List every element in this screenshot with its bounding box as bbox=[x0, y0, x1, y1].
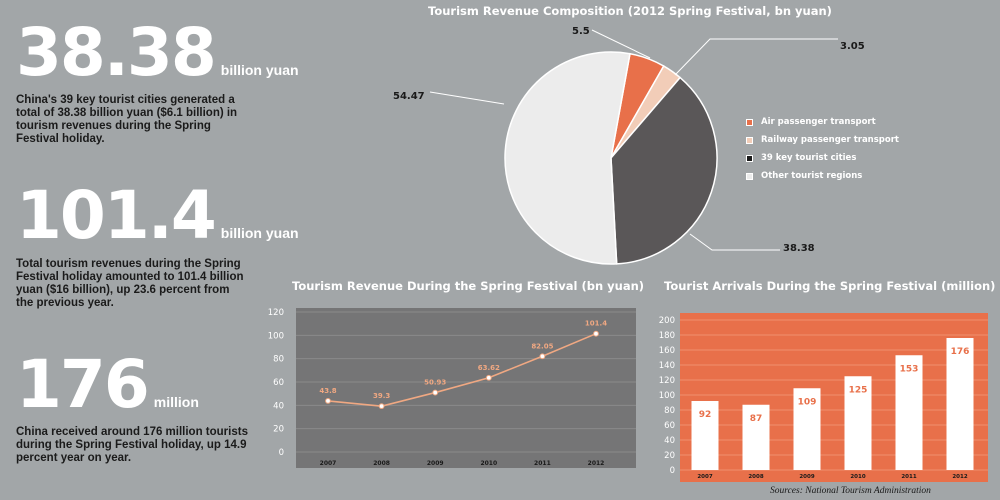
bar-x-tick-label: 2008 bbox=[748, 474, 763, 480]
line-series bbox=[327, 332, 597, 407]
bar-data-label: 176 bbox=[951, 347, 970, 357]
bar-y-tick-label: 200 bbox=[659, 316, 675, 326]
line-y-tick-label: 60 bbox=[273, 378, 284, 388]
line-point bbox=[432, 389, 439, 396]
line-point bbox=[539, 353, 546, 360]
bar bbox=[742, 404, 770, 470]
stat-description: China received around 176 million touris… bbox=[16, 426, 248, 464]
stat-unit: million bbox=[153, 394, 199, 410]
bar-y-tick-label: 60 bbox=[664, 421, 675, 431]
legend-label: Railway passenger transport bbox=[761, 135, 899, 145]
line-data-label: 82.05 bbox=[531, 342, 553, 350]
line-x-tick-label: 2011 bbox=[534, 460, 551, 467]
bar bbox=[793, 388, 821, 470]
legend-swatch-cities bbox=[746, 154, 753, 162]
stat-value: 101.4 bbox=[16, 177, 217, 254]
bar bbox=[895, 355, 923, 470]
bar-x-tick-label: 2010 bbox=[850, 474, 865, 480]
line-y-tick-label: 20 bbox=[273, 425, 284, 435]
line-panel bbox=[296, 308, 636, 468]
line-chart-title: Tourism Revenue During the Spring Festiv… bbox=[292, 279, 645, 293]
stat-block-tourist-arrivals: 176 million China received around 176 mil… bbox=[16, 350, 248, 465]
line-x-tick-label: 2007 bbox=[320, 460, 337, 467]
bar-y-tick-label: 120 bbox=[659, 376, 675, 386]
pie-chart-title: Tourism Revenue Composition (2012 Spring… bbox=[428, 4, 832, 18]
line-x-tick-label: 2008 bbox=[373, 460, 390, 467]
line-data-label: 101.4 bbox=[585, 320, 607, 328]
stat-description: Total tourism revenues during the Spring… bbox=[16, 258, 244, 309]
line-y-tick-label: 40 bbox=[273, 401, 284, 411]
pie-slice-cities bbox=[610, 76, 718, 265]
bar-y-tick-label: 20 bbox=[664, 451, 675, 461]
stat-unit: billion yuan bbox=[220, 62, 299, 78]
line-point bbox=[378, 403, 385, 410]
stat-block-city-revenue: 38.38 billion yuan China's 39 key tourist… bbox=[16, 18, 299, 146]
stat-block-total-revenue: 101.4 billion yuan Total tourism revenues… bbox=[16, 180, 299, 310]
bar-y-tick-label: 160 bbox=[659, 346, 675, 356]
legend-swatch-railway bbox=[746, 136, 753, 144]
stat-value: 38.38 bbox=[16, 14, 217, 91]
line-y-tick-label: 80 bbox=[273, 355, 284, 365]
bar-x-tick-label: 2007 bbox=[697, 474, 712, 480]
line-x-tick-label: 2009 bbox=[427, 460, 444, 467]
stat-value: 176 bbox=[16, 346, 150, 423]
bar bbox=[691, 401, 719, 470]
line-data-label: 39.3 bbox=[373, 392, 390, 400]
bar bbox=[946, 338, 974, 470]
line-y-tick-label: 100 bbox=[268, 331, 284, 341]
line-point bbox=[485, 374, 492, 381]
bar-y-tick-label: 80 bbox=[664, 406, 675, 416]
legend-item: Air passenger transport bbox=[746, 113, 899, 131]
pie-label: 38.38 bbox=[783, 243, 815, 254]
pie-slice-other bbox=[504, 51, 631, 265]
bar-data-label: 92 bbox=[699, 410, 712, 420]
legend-item: Railway passenger transport bbox=[746, 131, 899, 149]
bar-y-tick-label: 40 bbox=[664, 436, 675, 446]
pie-leader-railway bbox=[674, 38, 838, 76]
source-note: Sources: National Tourism Administration bbox=[770, 486, 931, 496]
line-data-label: 43.8 bbox=[319, 387, 336, 395]
legend-label: Other tourist regions bbox=[761, 171, 863, 181]
bar-panel bbox=[680, 313, 988, 482]
line-data-label: 50.93 bbox=[424, 379, 446, 387]
line-x-tick-label: 2010 bbox=[480, 460, 497, 467]
bar-y-tick-label: 100 bbox=[659, 391, 675, 401]
bar-y-tick-label: 140 bbox=[659, 361, 675, 371]
bar-chart-title: Tourist Arrivals During the Spring Festi… bbox=[664, 279, 996, 293]
bar-x-tick-label: 2009 bbox=[799, 474, 814, 480]
bar-y-tick-label: 180 bbox=[659, 331, 675, 341]
bar-x-tick-label: 2012 bbox=[952, 474, 967, 480]
bar bbox=[844, 376, 872, 470]
pie-leader-other bbox=[429, 91, 505, 105]
legend-label: Air passenger transport bbox=[761, 117, 876, 127]
legend-item: 39 key tourist cities bbox=[746, 149, 899, 167]
legend-item: Other tourist regions bbox=[746, 167, 899, 185]
pie-leader-cities bbox=[689, 233, 780, 251]
stat-unit: billion yuan bbox=[220, 225, 299, 241]
line-x-tick-label: 2012 bbox=[588, 460, 605, 467]
pie-label: 5.5 bbox=[572, 26, 590, 37]
legend-swatch-other bbox=[746, 172, 753, 180]
line-point bbox=[593, 330, 599, 337]
legend-label: 39 key tourist cities bbox=[761, 153, 857, 163]
bar-x-tick-label: 2011 bbox=[901, 474, 916, 480]
bar-y-tick-label: 0 bbox=[670, 466, 675, 476]
bar-data-label: 87 bbox=[750, 414, 763, 424]
line-y-tick-label: 120 bbox=[268, 308, 284, 318]
pie-label: 54.47 bbox=[393, 91, 425, 102]
pie-legend: Air passenger transport Railway passenge… bbox=[746, 113, 899, 185]
line-y-tick-label: 0 bbox=[279, 448, 284, 458]
pie-label: 3.05 bbox=[840, 41, 865, 52]
legend-swatch-air bbox=[746, 118, 753, 126]
stat-description: China's 39 key tourist cities generated … bbox=[16, 94, 238, 145]
pie-leader-air bbox=[591, 29, 651, 59]
bar-data-label: 153 bbox=[900, 364, 919, 374]
bar-data-label: 125 bbox=[849, 385, 868, 395]
line-point bbox=[325, 398, 331, 404]
line-data-label: 63.62 bbox=[478, 364, 500, 372]
bar-data-label: 109 bbox=[798, 397, 817, 407]
